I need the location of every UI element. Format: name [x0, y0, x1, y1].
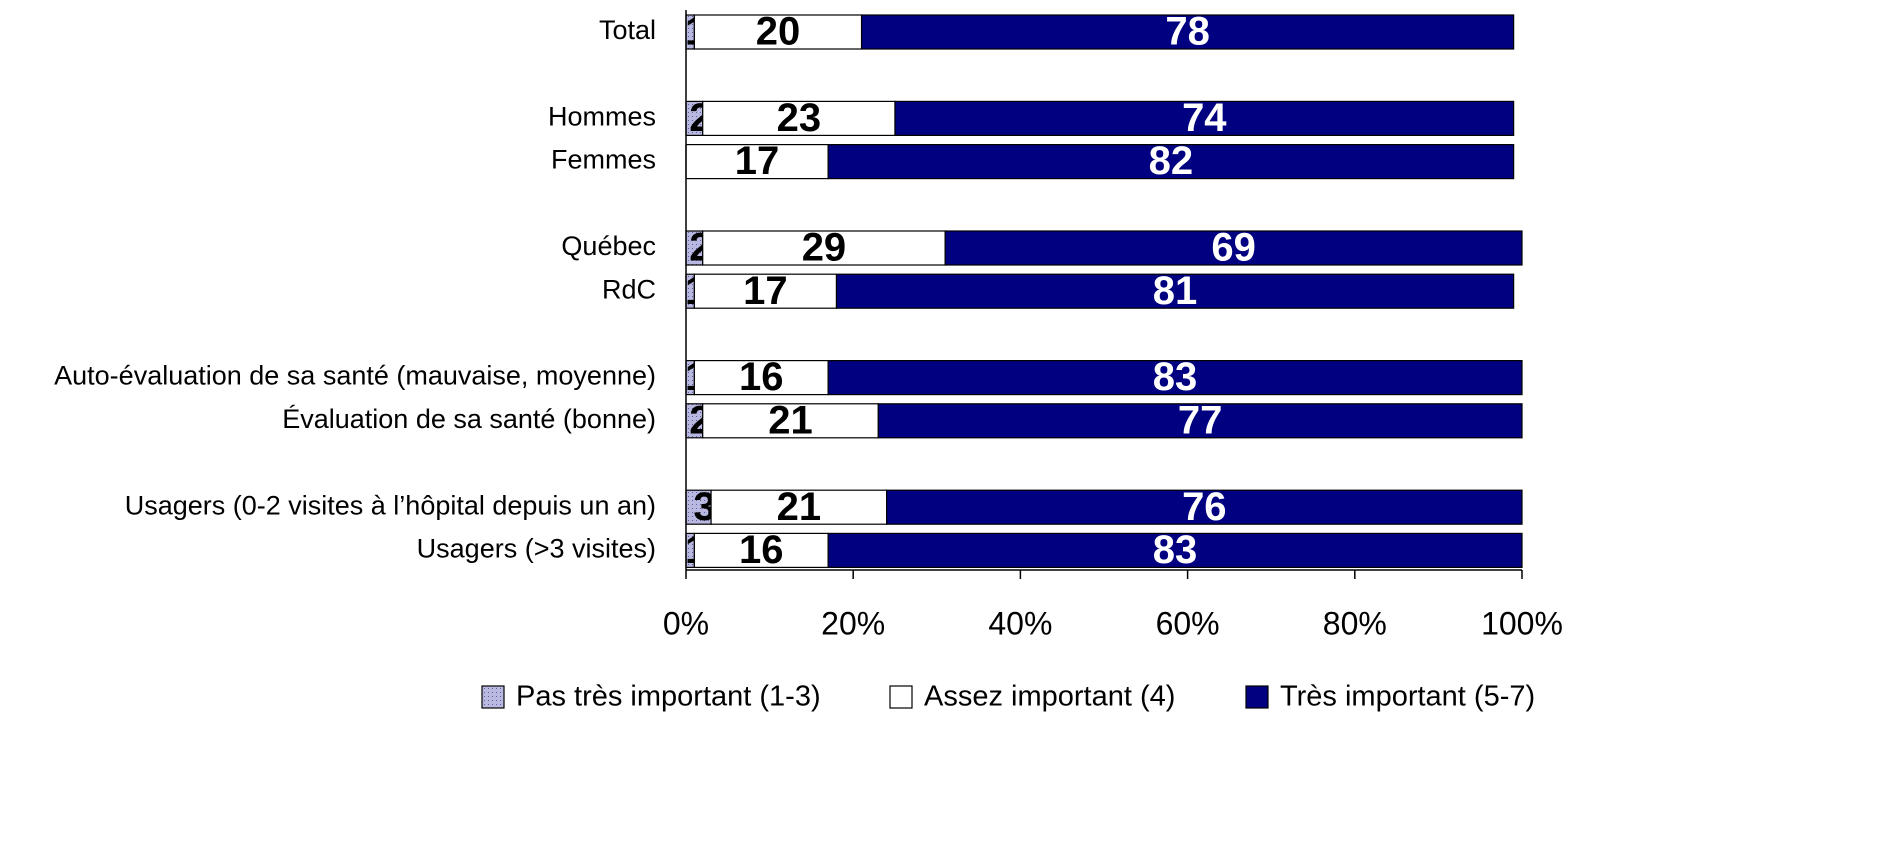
value-label: 83 [1153, 355, 1198, 399]
value-label: 16 [739, 528, 784, 572]
category-label: Femmes [551, 145, 656, 175]
bar-segment [894, 100, 1515, 137]
legend-swatch [889, 685, 913, 709]
bar-segment [827, 360, 1523, 396]
category-label: Usagers (0-2 visites à l’hôpital depuis … [125, 490, 656, 520]
bar-segment [886, 489, 1523, 525]
value-label: 81 [1153, 269, 1198, 313]
x-tick-label: 20% [821, 605, 885, 641]
category-label: Hommes [548, 102, 656, 132]
legend-swatch [481, 685, 505, 709]
bar-segment [693, 532, 829, 569]
category-label: RdC [602, 274, 656, 304]
bar-segment [693, 360, 829, 396]
bar-segment [702, 230, 946, 266]
value-label: 74 [1182, 96, 1227, 140]
value-label: 83 [1153, 528, 1198, 572]
bar-segment [693, 273, 838, 309]
value-label: 21 [768, 398, 813, 442]
x-tick-label: 60% [1156, 605, 1220, 641]
x-tick-label: 80% [1323, 605, 1387, 641]
bar-segment [827, 532, 1523, 569]
value-label: 23 [777, 96, 822, 140]
category-label: Total [599, 15, 656, 45]
bar-segment [944, 230, 1523, 266]
x-tick-label: 100% [1481, 605, 1563, 641]
category-label: Auto-évaluation de sa santé (mauvaise, m… [54, 361, 656, 391]
legend-label: Assez important (4) [924, 681, 1175, 713]
value-label: 3 [693, 485, 715, 529]
value-label: 77 [1178, 398, 1223, 442]
bar-segment [835, 273, 1515, 309]
category-label: Évaluation de sa santé (bonne) [282, 404, 656, 434]
bar-segment [877, 403, 1523, 439]
legend-label: Très important (5-7) [1280, 681, 1535, 713]
value-label: 21 [777, 485, 822, 529]
value-label: 76 [1182, 485, 1227, 529]
value-label: 20 [756, 10, 801, 54]
value-label: 78 [1165, 10, 1210, 54]
value-label: 69 [1211, 226, 1256, 270]
value-label: 17 [735, 139, 780, 183]
value-label: 16 [739, 355, 784, 399]
bar-segment [827, 144, 1515, 180]
bar-segment [693, 14, 863, 50]
category-label: Québec [561, 231, 656, 261]
x-tick-label: 40% [988, 605, 1052, 641]
value-label: 17 [743, 269, 788, 313]
legend-swatch [1245, 685, 1269, 709]
bar-segment [702, 403, 879, 439]
value-label: 29 [802, 226, 847, 270]
bar-segment [860, 14, 1515, 50]
bar-segment [710, 489, 888, 525]
category-label: Usagers (>3 visites) [417, 534, 656, 564]
value-label: 82 [1149, 139, 1194, 183]
x-tick-label: 0% [663, 605, 709, 641]
legend-label: Pas très important (1-3) [516, 681, 821, 713]
